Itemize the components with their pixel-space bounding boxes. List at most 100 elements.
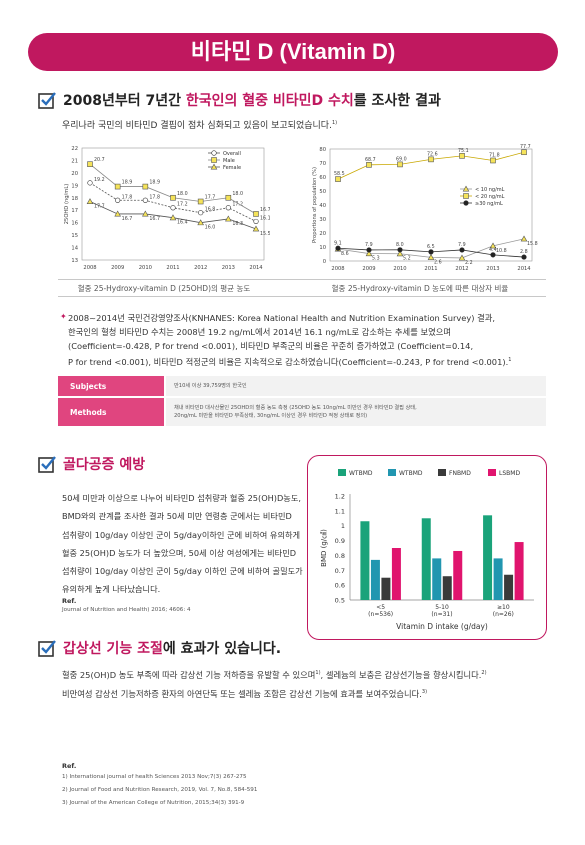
data-point bbox=[225, 205, 231, 211]
data-point bbox=[459, 247, 465, 253]
data-point bbox=[142, 183, 149, 190]
x-tick-label: 2013 bbox=[222, 265, 235, 271]
data-point bbox=[253, 211, 259, 217]
legend-label: Male bbox=[223, 158, 235, 164]
y-tick-label: 21 bbox=[71, 158, 78, 164]
y-tick-label: 13 bbox=[71, 258, 78, 264]
legend-label: LSBMD bbox=[499, 470, 520, 477]
y-tick-label: 16 bbox=[71, 221, 78, 227]
bar bbox=[432, 558, 442, 600]
x-tick-label: 2013 bbox=[486, 266, 499, 272]
y-tick-label: 1 bbox=[341, 522, 345, 530]
data-point bbox=[397, 247, 403, 253]
y-tick-label: 19 bbox=[71, 183, 78, 189]
bar bbox=[504, 574, 514, 600]
bar bbox=[421, 518, 431, 600]
legend-marker bbox=[210, 163, 218, 170]
y-tick-label: 50 bbox=[319, 189, 326, 195]
data-label: 8.6 bbox=[341, 251, 349, 257]
data-label: 20.7 bbox=[94, 157, 105, 163]
data-label: 15.5 bbox=[260, 231, 270, 237]
data-point bbox=[142, 197, 148, 203]
data-label: 2.6 bbox=[434, 259, 442, 265]
data-point bbox=[87, 180, 93, 186]
data-label: 15.8 bbox=[527, 241, 538, 247]
data-label: 17.8 bbox=[122, 194, 133, 200]
section3-ref-3: 3) Journal of the American College of Nu… bbox=[62, 800, 245, 806]
data-point bbox=[86, 198, 94, 205]
data-point bbox=[142, 210, 149, 217]
plot-frame bbox=[81, 147, 265, 261]
section3-heading: 갑상선 기능 조절에 효과가 있습니다. bbox=[38, 638, 281, 658]
legend-marker bbox=[462, 185, 470, 192]
x-tick-sublabel: (n=31) bbox=[431, 611, 452, 618]
data-point bbox=[170, 205, 176, 211]
mean-25ohd-line-chart: 13 14 15 16 17 18 19 20 21 22 2008 2009 2010 2011 2012… bbox=[64, 146, 270, 271]
data-label: 5.3 bbox=[372, 256, 380, 262]
data-point bbox=[335, 176, 341, 182]
thyroid-line-2: 비만여성 갑상선 기능저하증 환자의 아연단독 또는 셀레늄 조합은 갑상선 기… bbox=[62, 689, 428, 699]
data-point bbox=[198, 210, 204, 216]
data-point bbox=[252, 225, 260, 232]
x-tick-label: 2009 bbox=[362, 266, 375, 272]
data-point bbox=[521, 149, 527, 156]
data-label: 18.0 bbox=[232, 191, 243, 197]
data-label: 4.4 bbox=[489, 247, 497, 253]
data-label: 72.6 bbox=[427, 151, 438, 157]
data-label: 16.4 bbox=[177, 220, 188, 226]
legend-label: FNBMD bbox=[449, 470, 471, 477]
y-tick-label: 0.7 bbox=[335, 567, 345, 575]
checkbox-check-icon bbox=[38, 640, 56, 657]
data-label: 17.7 bbox=[205, 195, 216, 201]
data-label: 17.2 bbox=[232, 202, 243, 208]
legend-label: WTBMD bbox=[349, 470, 373, 477]
data-label: 18.9 bbox=[149, 180, 160, 186]
data-label: 16.8 bbox=[205, 207, 216, 213]
data-label: 68.7 bbox=[365, 157, 376, 163]
y-tick-label: 0 bbox=[323, 259, 326, 265]
chart-divider-bottom bbox=[58, 296, 546, 297]
y-axis-label: BMD (g/㎠) bbox=[320, 529, 328, 567]
data-label: 17.7 bbox=[94, 204, 105, 210]
y-tick-label: 20 bbox=[71, 171, 78, 177]
data-point bbox=[169, 214, 177, 221]
data-label: 58.5 bbox=[334, 171, 345, 177]
section3-ref-title: Ref. bbox=[62, 762, 77, 770]
data-point bbox=[366, 247, 372, 253]
methods-label: Methods bbox=[58, 398, 164, 426]
data-label: 2.8 bbox=[520, 249, 528, 255]
y-axis-label: Proportions of population (%) bbox=[312, 167, 318, 243]
subjects-label: Subjects bbox=[58, 376, 164, 396]
section3-ref-1: 1) International journal of health Scien… bbox=[62, 774, 247, 780]
bmd-chart-card: WTBMD WTBMD FNBMD LSBMD 0.5 0.6 0.7 0.8 0.9 1 1.1 1… bbox=[307, 455, 547, 640]
x-tick-label: 2011 bbox=[166, 265, 179, 271]
data-label: 77.7 bbox=[520, 144, 531, 150]
bar bbox=[442, 576, 452, 600]
methods-value: 채내 비타민D 대사산물인 25OHD의 혈중 농도 측정 (25OHD 농도 … bbox=[166, 398, 546, 426]
section2-heading: 골다공증 예방 bbox=[38, 454, 145, 474]
y-tick-label: 10 bbox=[319, 245, 326, 251]
x-tick-label: 2008 bbox=[83, 265, 96, 271]
data-point bbox=[396, 250, 404, 257]
findings-text: 2008~2014년 국민건강영양조사(KNHANES: Korea Natio… bbox=[68, 313, 512, 367]
y-tick-label: 0.8 bbox=[335, 552, 345, 560]
data-label: 16.1 bbox=[260, 215, 270, 221]
data-point bbox=[366, 162, 372, 168]
y-tick-label: 1.2 bbox=[335, 493, 345, 501]
data-point bbox=[114, 183, 121, 190]
section1-heading: 2008년부터 7년간 한국인의 혈중 비타민D 수치를 조사한 결과 bbox=[38, 90, 441, 110]
data-point bbox=[428, 156, 434, 163]
section2-ref: Journal of Nutrition and Health) 2016; 4… bbox=[62, 607, 191, 613]
y-axis-label: 25OHD (ng/mL) bbox=[64, 184, 70, 225]
data-point bbox=[253, 218, 259, 225]
y-tick-label: 1.1 bbox=[335, 507, 345, 515]
data-label: 16.7 bbox=[260, 207, 270, 213]
section1-intro: 우리나라 국민의 비타민D 결핍이 점차 심화되고 있음이 보고되었습니다.1) bbox=[62, 120, 338, 131]
data-point bbox=[490, 157, 496, 164]
y-tick-label: 22 bbox=[71, 146, 78, 152]
x-tick-sublabel: (n=26) bbox=[493, 611, 514, 618]
section2-ref-title: Ref. bbox=[62, 597, 77, 605]
x-tick-label: 2014 bbox=[517, 266, 531, 272]
section3-ref-2: 2) Journal of Food and Nutrition Researc… bbox=[62, 787, 258, 793]
legend-label: WTBMD bbox=[399, 470, 423, 477]
